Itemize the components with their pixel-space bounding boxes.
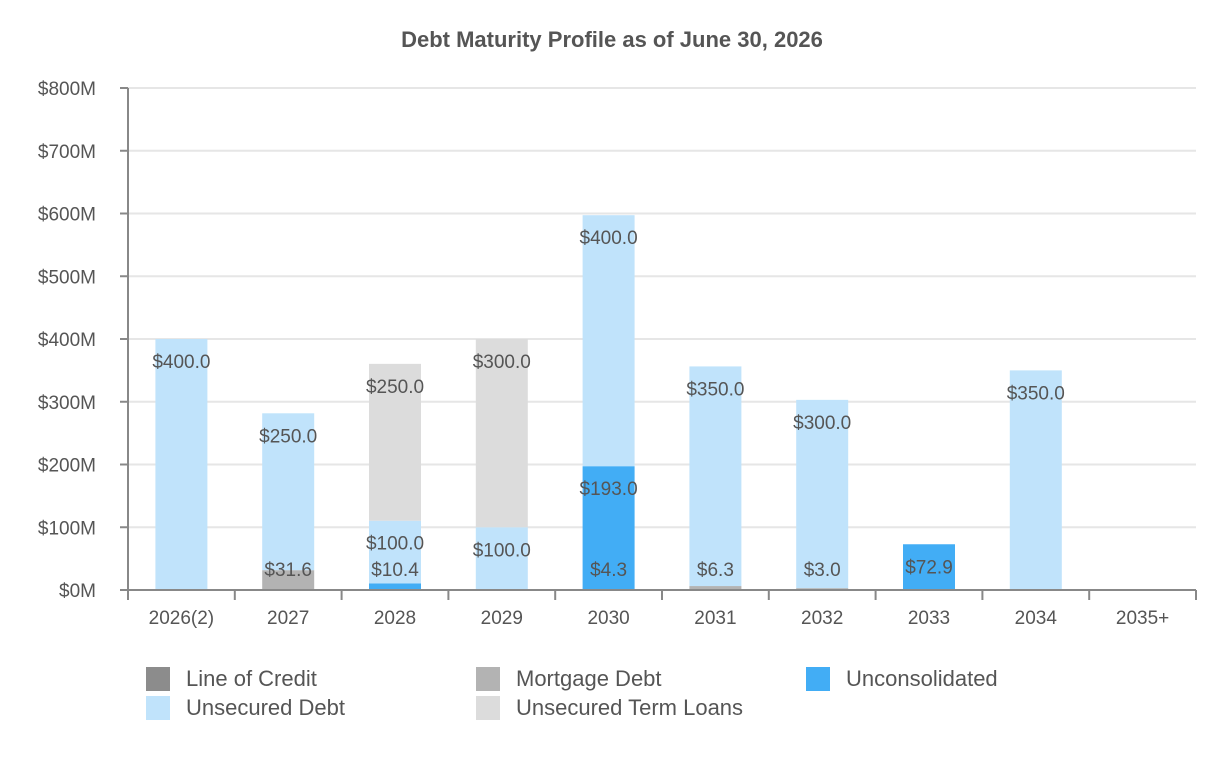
bars [155, 215, 1062, 590]
legend-label: Unsecured Debt [186, 695, 345, 720]
legend-swatch [476, 696, 500, 720]
x-tick-label: 2030 [587, 608, 629, 629]
y-tick-label: $0M [59, 581, 96, 602]
y-tick-label: $600M [38, 205, 96, 226]
bar-segment [475, 339, 528, 528]
data-labels: $31.6 $6.3 $3.0 $10.4 $193.0 $4.3 $72.9 $400.0 $… [152, 228, 1065, 581]
y-tick-label: $100M [38, 518, 96, 539]
data-label: $350.0 [1007, 383, 1065, 404]
bar-segment [155, 339, 208, 590]
legend-swatch [476, 667, 500, 691]
data-label: $300.0 [793, 413, 851, 434]
legend-label: Unconsolidated [846, 666, 998, 691]
bar-segment [903, 544, 955, 590]
data-label: $193.0 [580, 479, 638, 500]
data-label: $300.0 [473, 352, 531, 373]
legend-item: Unsecured Term Loans [476, 695, 743, 720]
data-label: $250.0 [259, 426, 317, 447]
bar-segment [262, 570, 315, 590]
chart-title: Debt Maturity Profile as of June 30, 202… [401, 27, 823, 52]
data-label: $400.0 [580, 228, 638, 249]
data-label: $100.0 [473, 540, 531, 561]
data-label: $72.9 [905, 557, 953, 578]
x-tick-label: 2035+ [1116, 608, 1169, 629]
bar-segment [689, 586, 742, 590]
axes: $0M $100M $200M $300M $400M $500M $600M $700M $8… [38, 79, 1197, 629]
bar-segment [369, 520, 421, 584]
legend-item: Unsecured Debt [146, 695, 345, 720]
data-label: $3.0 [804, 560, 841, 581]
x-tick-label: 2028 [374, 608, 416, 629]
x-tick-label: 2029 [481, 608, 523, 629]
y-tick-label: $500M [38, 267, 96, 288]
legend-swatch [146, 667, 170, 691]
x-tick-label: 2032 [801, 608, 843, 629]
bar-segment [475, 527, 528, 590]
data-label: $10.4 [371, 560, 419, 581]
y-tick-label: $800M [38, 79, 96, 100]
data-label: $400.0 [152, 352, 210, 373]
y-tick-label: $300M [38, 393, 96, 414]
x-tick-label: 2034 [1015, 608, 1058, 629]
x-tick-label: 2027 [267, 608, 309, 629]
legend-item: Mortgage Debt [476, 666, 662, 691]
bar-segment [796, 399, 849, 589]
legend: Line of Credit Mortgage Debt Unconsolidate… [146, 666, 998, 720]
bar-segment [369, 583, 421, 590]
y-tick-label: $400M [38, 330, 96, 351]
bar-segment [582, 466, 635, 590]
legend-item: Unconsolidated [806, 666, 998, 691]
bar-segment [1009, 370, 1062, 590]
x-tick-label: 2026(2) [149, 608, 215, 629]
x-tick-label: 2031 [694, 608, 736, 629]
legend-label: Line of Credit [186, 666, 317, 691]
y-tick-label: $700M [38, 142, 96, 163]
y-tick-label: $200M [38, 456, 96, 477]
bar-segment [582, 215, 635, 467]
legend-item: Line of Credit [146, 666, 317, 691]
legend-swatch [146, 696, 170, 720]
data-label: $4.3 [590, 560, 627, 581]
data-label: $6.3 [697, 560, 734, 581]
bar-segment [369, 363, 421, 521]
data-label: $350.0 [686, 379, 744, 400]
legend-label: Unsecured Term Loans [516, 695, 743, 720]
data-label: $250.0 [366, 377, 424, 398]
data-label: $100.0 [366, 534, 424, 555]
x-tick-label: 2033 [908, 608, 950, 629]
data-label: $31.6 [264, 560, 312, 581]
legend-label: Mortgage Debt [516, 666, 662, 691]
bar-segment [262, 413, 315, 571]
legend-swatch [806, 667, 830, 691]
bar-segment [689, 366, 742, 587]
